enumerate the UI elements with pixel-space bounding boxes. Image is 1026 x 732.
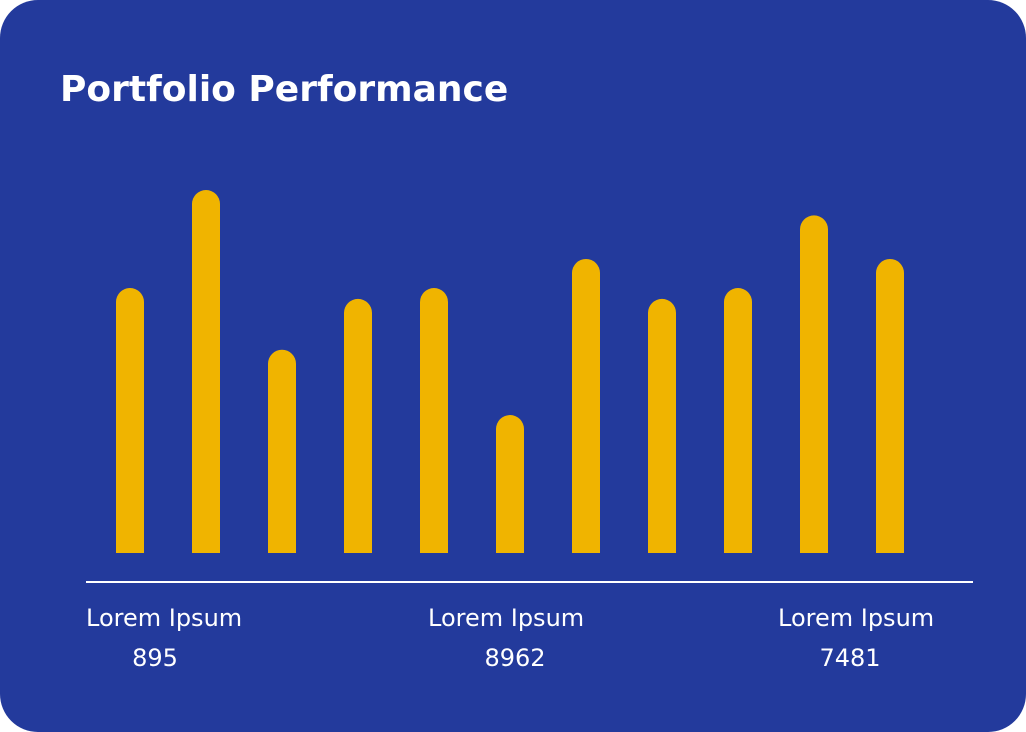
stat-label: Lorem Ipsum [778, 604, 934, 632]
stats: Lorem Ipsum 895 Lorem Ipsum 8962 Lorem I… [86, 604, 934, 672]
bar [572, 258, 600, 553]
stat-label: Lorem Ipsum [86, 604, 242, 632]
bar [268, 349, 296, 553]
bar [420, 288, 448, 553]
bar [192, 190, 220, 553]
bar [116, 288, 144, 553]
stat-value: 895 [132, 644, 178, 672]
bar [344, 298, 372, 553]
bar [648, 298, 676, 553]
stat-value: 8962 [484, 644, 545, 672]
bar [724, 288, 752, 553]
bar [496, 415, 524, 553]
bar [800, 215, 828, 553]
stat-label: Lorem Ipsum [428, 604, 584, 632]
chart-title: Portfolio Performance [60, 69, 508, 110]
bar [876, 258, 904, 553]
stat-value: 7481 [819, 644, 880, 672]
